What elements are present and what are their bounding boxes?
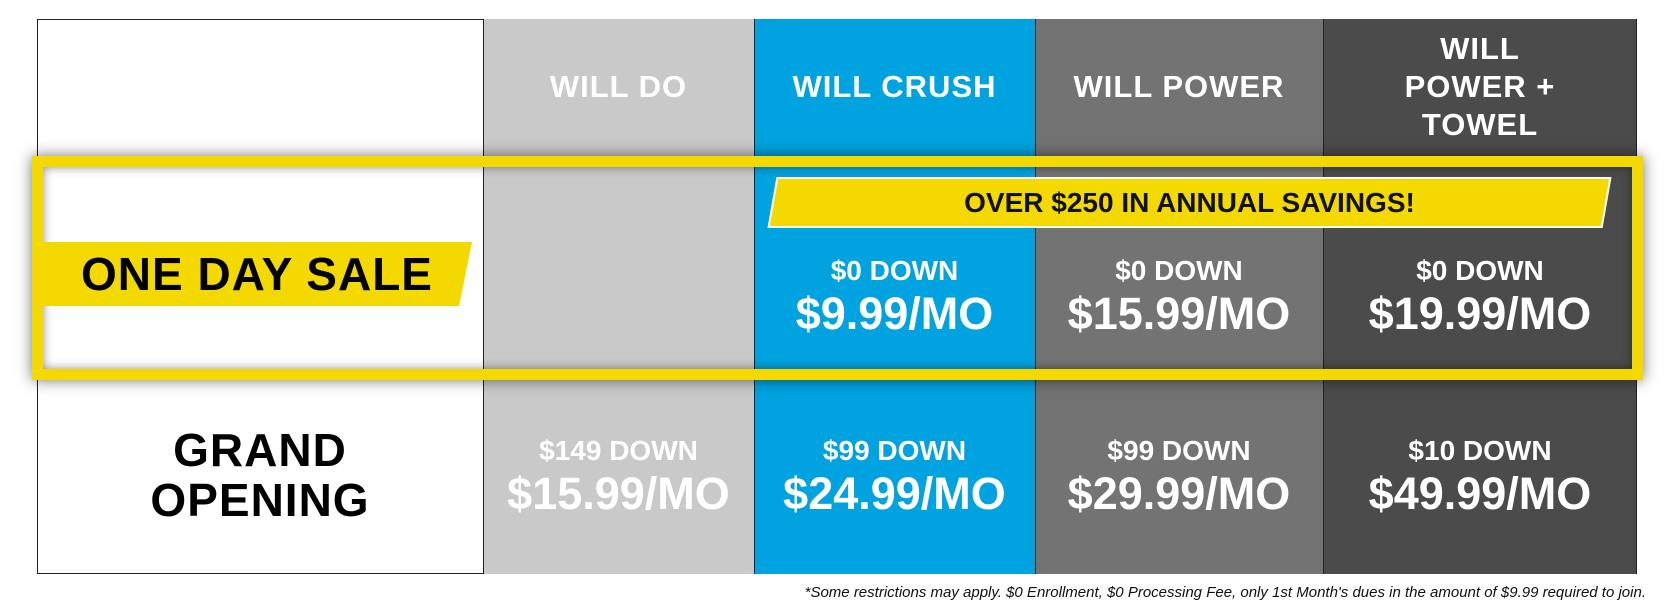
monthly-price: $29.99/MO (1067, 467, 1291, 519)
down-payment: $0 DOWN (1115, 254, 1243, 286)
grand-price: $99 DOWN $24.99/MO (754, 425, 1035, 530)
column-bg (754, 19, 1035, 574)
monthly-price: $49.99/MO (1368, 467, 1592, 519)
footnote: *Some restrictions may apply. $0 Enrollm… (804, 584, 1646, 601)
monthly-price: $15.99/MO (507, 467, 730, 519)
column-bg (1323, 19, 1637, 574)
monthly-price: $15.99/MO (1067, 287, 1291, 339)
column-header: WILL CRUSH (792, 68, 997, 104)
down-payment: $99 DOWN (1107, 434, 1251, 466)
savings-text: OVER $250 IN ANNUAL SAVINGS! (964, 187, 1415, 218)
monthly-price: $24.99/MO (783, 467, 1006, 519)
column-header: WILL DO (549, 68, 688, 104)
sale-label: ONE DAY SALE (81, 248, 433, 300)
down-payment: $0 DOWN (830, 254, 959, 286)
down-payment: $10 DOWN (1408, 434, 1552, 466)
column-header: WILL POWER + TOWEL (1404, 30, 1556, 142)
sale-label-banner (42, 242, 472, 306)
monthly-price: $19.99/MO (1368, 287, 1592, 339)
sale-price: $0 DOWN $15.99/MO (1035, 245, 1323, 350)
down-payment: $0 DOWN (1416, 254, 1544, 286)
column-bg (483, 19, 754, 574)
column-bg (1035, 19, 1323, 574)
sale-frame (32, 156, 1643, 380)
grand-opening-label: GRAND OPENING (150, 424, 370, 526)
sale-price: $0 DOWN $9.99/MO (754, 245, 1035, 350)
grand-price: $10 DOWN $49.99/MO (1323, 425, 1637, 530)
down-payment: $99 DOWN (822, 434, 967, 466)
down-payment: $149 DOWN (539, 434, 698, 466)
grand-price: $99 DOWN $29.99/MO (1035, 425, 1323, 530)
sale-price: $0 DOWN $19.99/MO (1323, 245, 1637, 350)
grand-price: $149 DOWN $15.99/MO (483, 425, 754, 530)
monthly-price: $9.99/MO (795, 287, 994, 339)
column-header: WILL POWER (1073, 68, 1285, 104)
